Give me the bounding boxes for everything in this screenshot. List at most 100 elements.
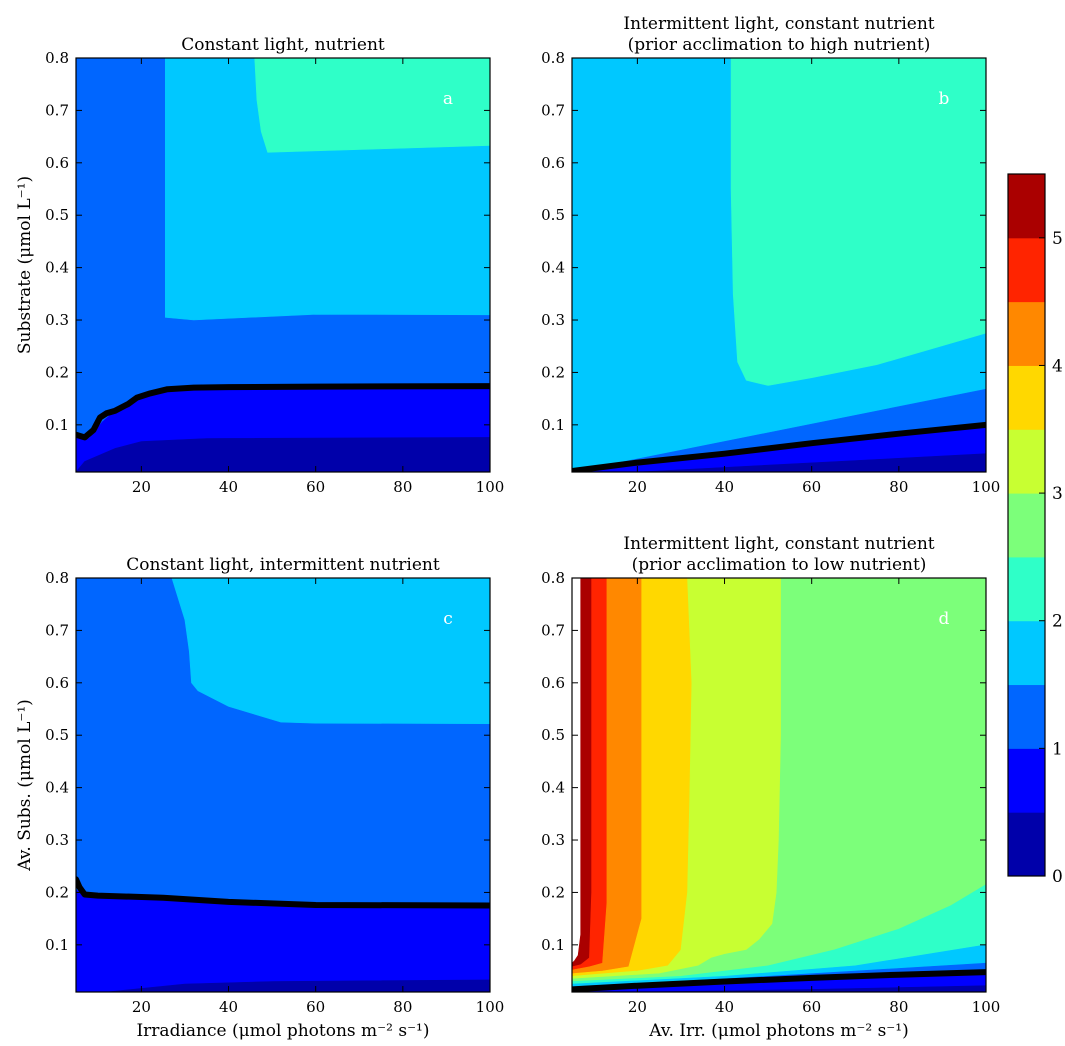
- contour-band-2.5-3: [572, 578, 986, 992]
- colorbar-band: [1008, 237, 1045, 303]
- y-tick-label: 0.1: [541, 416, 565, 434]
- colorbar-tick-label: 1: [1052, 739, 1063, 759]
- y-tick-label: 0.2: [541, 363, 565, 381]
- x-tick-label: 60: [306, 998, 325, 1016]
- y-tick-label: 0.5: [541, 726, 565, 744]
- y-tick-label: 0.5: [541, 206, 565, 224]
- y-tick-label: 0.6: [45, 674, 69, 692]
- y-tick-label: 0.2: [45, 363, 69, 381]
- y-tick-label: 0.1: [541, 936, 565, 954]
- y-tick-label: 0.4: [45, 259, 69, 277]
- plot-area: [76, 58, 490, 472]
- y-tick-label: 0.8: [541, 49, 565, 67]
- x-tick-label: 20: [132, 998, 151, 1016]
- panel-letter: c: [443, 609, 453, 629]
- panel-letter: d: [939, 609, 950, 629]
- colorbar-band: [1008, 174, 1045, 239]
- colorbar-frame: [1007, 173, 1046, 877]
- colorbar: 0 1 2 3 4 5: [1007, 173, 1063, 887]
- colorbar-band: [1008, 748, 1045, 813]
- y-tick-label: 0.7: [45, 101, 69, 119]
- panel-title: Constant light, nutrient: [181, 35, 385, 55]
- x-axis-label: Av. Irr. (μmol photons m⁻² s⁻¹): [648, 1021, 908, 1041]
- y-tick-label: 0.4: [541, 779, 565, 797]
- y-tick-label: 0.3: [45, 311, 69, 329]
- x-tick-label: 100: [972, 998, 1001, 1016]
- colorbar-tick-label: 3: [1052, 484, 1063, 504]
- y-tick-label: 0.4: [45, 779, 69, 797]
- y-tick-label: 0.8: [45, 569, 69, 587]
- panel-title: Intermittent light, constant nutrient (pr…: [623, 534, 934, 575]
- x-tick-label: 40: [219, 998, 238, 1016]
- contour-band-2-2.5: [254, 58, 490, 153]
- x-tick-label: 80: [889, 478, 908, 496]
- y-tick-label: 0.1: [45, 936, 69, 954]
- axes-frame: [75, 57, 491, 473]
- x-tick-label: 60: [802, 478, 821, 496]
- x-tick-label: 60: [306, 478, 325, 496]
- y-tick-label: 0.8: [541, 569, 565, 587]
- x-tick-label: 80: [393, 478, 412, 496]
- colorbar-band: [1008, 301, 1045, 366]
- x-tick-label: 40: [715, 998, 734, 1016]
- colorbar-band: [1008, 365, 1045, 430]
- panel-c: 20 40 60 80 100 0.1 0.2 0.3 0.4 0.5 0.6 0.7 0.8 Const…: [15, 555, 504, 1041]
- y-tick-label: 0.3: [45, 831, 69, 849]
- threshold-line: [76, 383, 490, 441]
- y-tick-label: 0.5: [45, 206, 69, 224]
- x-tick-label: 40: [219, 478, 238, 496]
- panel-title: Constant light, intermittent nutrient: [126, 555, 440, 575]
- panel-title: Intermittent light, constant nutrient (pr…: [623, 14, 934, 55]
- y-tick-label: 0.2: [541, 883, 565, 901]
- colorbar-tick-label: 5: [1052, 229, 1063, 249]
- x-axis-label: Irradiance (μmol photons m⁻² s⁻¹): [136, 1021, 429, 1041]
- y-tick-label: 0.2: [45, 883, 69, 901]
- plot-area: [572, 58, 986, 472]
- y-tick-label: 0.6: [541, 674, 565, 692]
- colorbar-band: [1008, 684, 1045, 749]
- y-tick-label: 0.6: [541, 154, 565, 172]
- contour-band-0-0.5: [76, 437, 490, 472]
- threshold-line: [572, 969, 986, 992]
- y-axis-label: Substrate (μmol L⁻¹): [15, 176, 35, 354]
- y-tick-label: 0.8: [45, 49, 69, 67]
- x-tick-label: 20: [132, 478, 151, 496]
- y-tick-label: 0.7: [45, 621, 69, 639]
- axes-frame: [571, 577, 987, 993]
- x-tick-label: 80: [889, 998, 908, 1016]
- colorbar-tick-label: 4: [1052, 356, 1063, 376]
- contour-band-above 5.5: [572, 578, 582, 964]
- plot-area: [572, 578, 986, 992]
- threshold-line: [76, 876, 490, 909]
- contour-band-2-2.5: [730, 58, 986, 386]
- colorbar-band: [1008, 429, 1045, 494]
- x-tick-label: 100: [972, 478, 1001, 496]
- y-tick-label: 0.7: [541, 621, 565, 639]
- plot-area: [76, 578, 490, 992]
- colorbar-band: [1008, 493, 1045, 558]
- colorbar-tick-label: 0: [1052, 867, 1063, 887]
- panel-d: 20 40 60 80 100 0.1 0.2 0.3 0.4 0.5 0.6 0.7 0.8 Inter…: [541, 534, 1000, 1041]
- x-tick-label: 100: [476, 478, 505, 496]
- threshold-line: [572, 421, 986, 472]
- colorbar-band: [1008, 620, 1045, 686]
- x-tick-label: 20: [628, 998, 647, 1016]
- colorbar-tick-label: 2: [1052, 612, 1063, 632]
- y-tick-label: 0.3: [541, 831, 565, 849]
- contour-band-0-0.5: [106, 979, 490, 992]
- x-tick-label: 60: [802, 998, 821, 1016]
- y-tick-label: 0.1: [45, 416, 69, 434]
- axes-frame: [571, 57, 987, 473]
- y-tick-label: 0.7: [541, 101, 565, 119]
- x-tick-label: 100: [476, 998, 505, 1016]
- axes-frame: [75, 577, 491, 993]
- y-tick-label: 0.3: [541, 311, 565, 329]
- panel-a: 20 40 60 80 100 0.1 0.2 0.3 0.4 0.5 0.6 0.7 0.8 Const…: [15, 35, 504, 496]
- panels: 20 40 60 80 100 0.1 0.2 0.3 0.4 0.5 0.6 0.7 0.8 Const…: [15, 14, 1000, 1041]
- panel-letter: a: [443, 89, 453, 109]
- colorbar-band: [1008, 812, 1045, 877]
- panel-b: 20 40 60 80 100 0.1 0.2 0.3 0.4 0.5 0.6 0.7 0.8 Inter…: [541, 14, 1000, 496]
- y-tick-label: 0.5: [45, 726, 69, 744]
- x-tick-label: 40: [715, 478, 734, 496]
